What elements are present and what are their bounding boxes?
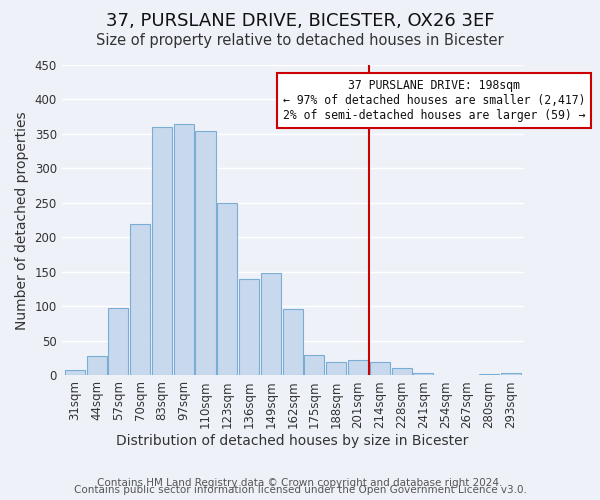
Text: Contains HM Land Registry data © Crown copyright and database right 2024.: Contains HM Land Registry data © Crown c…	[97, 478, 503, 488]
Bar	[392, 368, 412, 376]
Bar	[65, 370, 85, 376]
X-axis label: Distribution of detached houses by size in Bicester: Distribution of detached houses by size …	[116, 434, 469, 448]
Text: 37 PURSLANE DRIVE: 198sqm
← 97% of detached houses are smaller (2,417)
2% of sem: 37 PURSLANE DRIVE: 198sqm ← 97% of detac…	[283, 79, 586, 122]
Bar	[239, 279, 259, 376]
Text: 37, PURSLANE DRIVE, BICESTER, OX26 3EF: 37, PURSLANE DRIVE, BICESTER, OX26 3EF	[106, 12, 494, 30]
Bar	[261, 274, 281, 376]
Text: Size of property relative to detached houses in Bicester: Size of property relative to detached ho…	[96, 32, 504, 48]
Bar	[152, 127, 172, 376]
Bar	[435, 375, 455, 376]
Bar	[370, 362, 390, 376]
Bar	[500, 374, 521, 376]
Bar	[130, 224, 150, 376]
Bar	[479, 374, 499, 376]
Bar	[196, 130, 215, 376]
Bar	[304, 355, 325, 376]
Bar	[283, 308, 302, 376]
Y-axis label: Number of detached properties: Number of detached properties	[15, 111, 29, 330]
Bar	[217, 203, 238, 376]
Text: Contains public sector information licensed under the Open Government Licence v3: Contains public sector information licen…	[74, 485, 526, 495]
Bar	[173, 124, 194, 376]
Bar	[326, 362, 346, 376]
Bar	[86, 356, 107, 376]
Bar	[413, 372, 433, 376]
Bar	[109, 308, 128, 376]
Bar	[348, 360, 368, 376]
